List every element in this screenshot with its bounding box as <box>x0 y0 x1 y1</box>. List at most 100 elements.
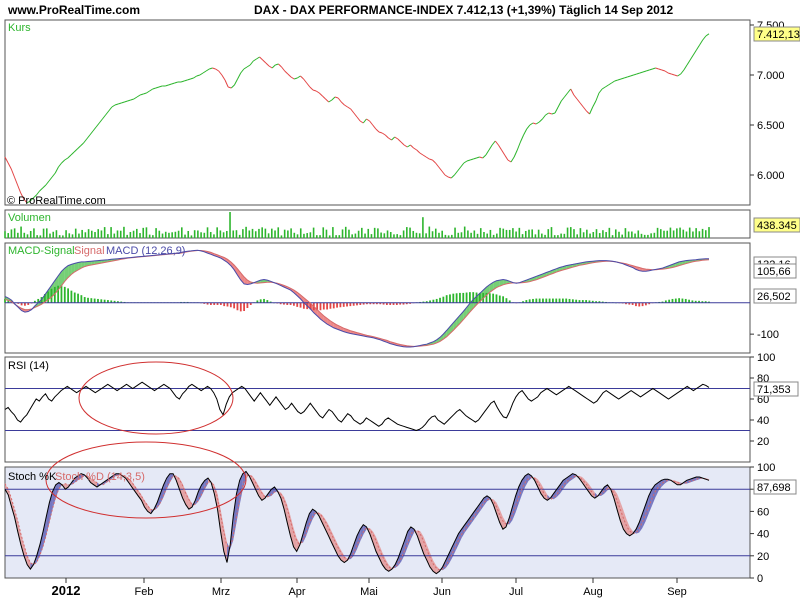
volume-bar <box>344 226 347 238</box>
price-segment <box>705 33 710 37</box>
price-last-value-box <box>753 26 800 42</box>
price-segment <box>366 118 370 122</box>
stochastic-fill-segment <box>255 480 259 496</box>
volume-bar <box>476 233 479 238</box>
stochastic-fill-segment <box>404 531 408 555</box>
price-segment <box>54 166 59 174</box>
volume-bar <box>454 227 456 238</box>
signal-last-value: 105,66 <box>757 266 791 278</box>
price-segment <box>117 102 122 105</box>
price-segment <box>227 86 232 89</box>
macd-fill-segment <box>61 268 65 286</box>
price-segment <box>394 136 399 140</box>
price-segment <box>51 172 56 178</box>
stochastic-fill-segment <box>525 473 529 487</box>
macd-fill-segment <box>84 261 88 267</box>
price-segment <box>432 159 436 164</box>
stochastic-fill-segment <box>363 524 367 535</box>
stochastic-last-value: 87,698 <box>757 482 791 494</box>
price-segment <box>463 160 468 164</box>
rsi-line <box>4 381 710 432</box>
volume-bar <box>36 235 38 238</box>
price-tick-label: 6.000 <box>757 170 785 182</box>
price-segment <box>592 100 597 108</box>
volume-bar <box>377 228 379 238</box>
price-segment <box>369 120 374 126</box>
price-segment <box>422 154 427 158</box>
macd-histogram-bar <box>422 301 425 303</box>
macd-fill-segment <box>74 262 79 272</box>
macd-histogram-bar <box>87 297 89 303</box>
volume-bar <box>103 227 106 238</box>
volume-bar <box>396 234 398 238</box>
price-segment <box>498 144 502 151</box>
volume-bar <box>666 230 669 238</box>
macd-histogram-bar <box>83 297 86 303</box>
x-tick-label: Mai <box>360 586 378 598</box>
stochastic-fill-segment <box>188 498 193 510</box>
macd-histogram-bar <box>452 293 455 303</box>
volume-bar <box>187 230 190 238</box>
macd-histogram-bar <box>425 301 428 303</box>
price-segment <box>469 158 474 161</box>
macd-histogram-bar <box>691 300 694 303</box>
macd-histogram-bar <box>591 300 594 303</box>
price-segment <box>89 130 94 136</box>
price-segment <box>507 159 512 163</box>
volume-bar <box>676 228 678 238</box>
price-segment <box>293 77 298 80</box>
volume-bar <box>418 233 421 238</box>
volume-bar <box>193 230 196 238</box>
volume-bar <box>45 228 48 238</box>
price-segment <box>642 70 647 73</box>
price-segment <box>381 132 386 136</box>
price-segment <box>20 192 25 200</box>
price-segment <box>290 76 295 80</box>
macd-histogram-bar <box>219 302 222 305</box>
macd-histogram-bar <box>77 293 79 303</box>
macd-histogram-bar <box>70 290 73 303</box>
price-segment <box>73 148 78 153</box>
price-segment <box>281 66 286 72</box>
volume-bar <box>49 233 51 238</box>
macd-histogram-bar <box>442 296 445 303</box>
macd-histogram-bar <box>661 301 664 303</box>
macd-histogram-bar <box>80 295 83 303</box>
price-segment <box>573 94 578 100</box>
price-segment <box>13 176 19 186</box>
macd-histogram-bar <box>57 285 60 303</box>
volume-bar <box>164 231 167 238</box>
stochastic-fill-segment <box>655 482 659 499</box>
macd-histogram-bar <box>73 292 76 303</box>
stochastic-fill-segment <box>43 517 47 547</box>
price-segment <box>677 73 681 77</box>
volume-bar <box>271 228 273 238</box>
volume-bar <box>296 234 299 238</box>
volume-bar <box>573 229 575 238</box>
volume-bar <box>78 233 80 238</box>
price-panel <box>4 19 751 206</box>
price-segment <box>491 140 496 146</box>
stochastic-fill-segment <box>642 504 646 528</box>
price-segment <box>479 156 483 159</box>
price-segment <box>297 75 301 79</box>
macd-histogram-bar <box>588 300 591 303</box>
macd-histogram-bar <box>469 292 471 303</box>
price-segment <box>664 70 669 74</box>
volume-bar <box>447 235 450 238</box>
price-segment <box>692 49 697 56</box>
stochastic-fill-segment <box>39 531 44 556</box>
volume-bar <box>258 228 260 238</box>
macd-histogram-bar <box>322 302 325 310</box>
price-segment <box>655 67 659 70</box>
volume-bar <box>460 232 463 238</box>
volume-bar <box>425 233 427 238</box>
macd-histogram-bar <box>336 302 338 308</box>
stochastic-fill-segment <box>306 513 310 536</box>
volume-bar <box>444 234 447 238</box>
volume-bar <box>226 230 228 238</box>
volume-bar <box>219 230 222 238</box>
stochastic-fill-segment <box>331 531 335 550</box>
price-segment <box>306 82 311 88</box>
